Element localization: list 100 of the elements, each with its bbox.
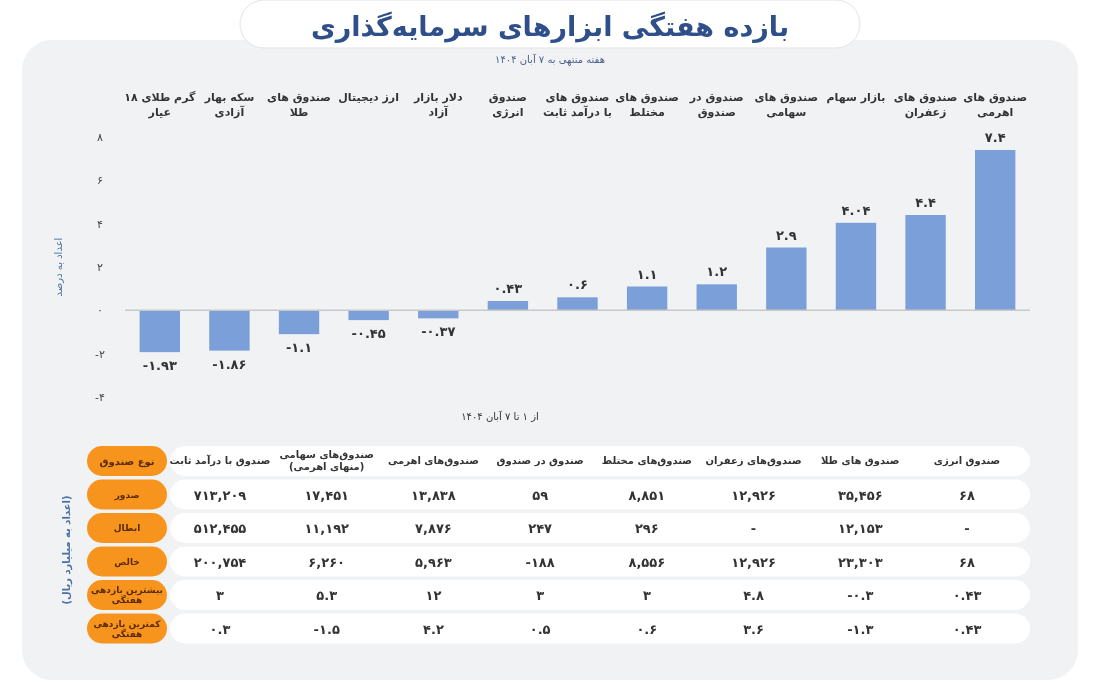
y-tick-label: ۲ (97, 261, 104, 274)
category-label: صندوق‌های مختلط (600, 454, 693, 469)
text: ۵۹ (532, 487, 549, 503)
x-tick-label: ارز دیجیتال (337, 90, 400, 105)
text: ۱۲,۹۲۶ (731, 554, 776, 570)
data-label: ۷.۴ (984, 130, 1006, 145)
y-axis-title: اعداد به درصد (53, 237, 64, 297)
category-label: صندوق‌های اهرمی (386, 454, 480, 469)
text: ۶,۲۶۰ (308, 554, 346, 570)
x-tick-label: بازار سهام (825, 90, 887, 105)
text: ۲۳,۳۰۳ (837, 554, 883, 570)
data-label: ۰.۴۳ (493, 281, 523, 297)
category-label: صندوق در صندوق (495, 454, 585, 469)
data-label: ۱.۱ (636, 266, 658, 282)
data-label: -۱.۹۳ (142, 358, 177, 374)
x-axis-title: از ۱ تا ۷ آبان ۱۴۰۴ (461, 410, 539, 422)
bar (626, 286, 668, 311)
x-tick-label: صندوق در صندوق (688, 90, 745, 120)
text: ۰.۶ (636, 621, 658, 637)
text: - (964, 521, 970, 536)
text: ۱۲,۹۲۶ (731, 487, 776, 503)
bar (487, 301, 529, 311)
category-label: صندوق با درآمد ثابت (168, 453, 272, 469)
text: - (750, 521, 757, 536)
chart-subtitle: هفته منتهی به ۷ آبان ۱۴۰۴ (495, 53, 605, 66)
text: ۳.۶ (743, 621, 764, 637)
category-label: ابطال (113, 523, 141, 533)
text: ۳ (536, 588, 545, 603)
text: -۰.۳ (847, 588, 874, 603)
bar (835, 222, 877, 311)
text: ۳ (642, 588, 651, 603)
category-label: خالص (114, 556, 140, 567)
data-label: -۱.۸۶ (212, 356, 247, 372)
data-label: ۱.۲ (706, 264, 728, 280)
text: ۷۱۳,۲۰۹ (193, 487, 247, 503)
y-tick-label: -۲ (95, 347, 106, 361)
x-tick-label: صندوق های زعفران (892, 90, 959, 120)
x-tick-label: صندوق های مختلط (614, 90, 680, 120)
text: ۲۰۰,۷۵۴ (193, 554, 247, 570)
text: ۰.۴۳ (952, 621, 982, 637)
category-label: بیشترین بازدهی هفتگی (91, 585, 163, 605)
text: ۰.۴۳ (952, 588, 982, 603)
data-label: ۴.۰۴ (841, 202, 871, 218)
bar (348, 310, 389, 321)
text: -۱.۳ (847, 621, 874, 637)
bar (766, 247, 807, 311)
text: ۵,۹۶۳ (415, 554, 452, 570)
bar (975, 150, 1016, 311)
text: ۲۴۷ (528, 521, 553, 536)
data-label: -۱.۱ (285, 340, 313, 356)
y-tick-label: ۶ (97, 174, 103, 188)
text: ۸,۸۵۱ (628, 487, 666, 503)
category-label: صدور (114, 489, 140, 500)
text: ۵.۳ (316, 588, 338, 603)
y-tick-label: -۴ (95, 391, 106, 404)
text: ۰.۵ (529, 621, 551, 637)
text: ۱۳,۸۳۸ (411, 487, 456, 503)
category-label: صندوق انرژی (932, 454, 1002, 469)
text: ۷,۸۷۶ (415, 521, 452, 536)
text: (اعداد به میلیارد ریال) (61, 495, 73, 605)
text: نوع صندوق (99, 456, 155, 468)
chart-title: بازده هفتگی ابزارهای سرمایه‌گذاری (310, 11, 790, 43)
text: ۱۲,۱۵۳ (837, 521, 883, 536)
bar (278, 310, 320, 335)
x-tick-label: صندوق های طلا (266, 90, 332, 120)
x-tick-label: صندوق انرژی (487, 90, 528, 120)
text: ۴.۸ (743, 588, 764, 603)
text: ۳۵,۴۵۶ (837, 487, 883, 503)
bar (139, 310, 180, 353)
text: ۸,۵۵۶ (628, 554, 666, 570)
category-label: صندوق های طلا (820, 454, 901, 469)
category-label: صندوق‌های زعفران (704, 454, 803, 469)
text: ۱۱,۱۹۲ (304, 521, 350, 536)
y-tick-label: ۸ (97, 131, 104, 144)
text: ۱۷,۴۵۱ (304, 487, 350, 503)
text: ۲۹۶ (634, 521, 659, 536)
bar (696, 284, 737, 311)
text: ۶۸ (959, 487, 975, 503)
data-label: ۰.۶ (567, 277, 588, 293)
x-tick-label: صندوق های با درآمد ثابت (542, 90, 613, 120)
text: -۱.۵ (313, 621, 340, 637)
category-label: صندوق‌های سهامی (منهای اهرمی) (279, 449, 374, 472)
x-tick-label: صندوق های سهامی (753, 90, 820, 120)
text: ۳ (216, 588, 224, 603)
x-tick-label: صندوق های اهرمی (962, 90, 1029, 120)
text: ۱۲ (425, 588, 442, 603)
bar (209, 310, 250, 351)
y-tick-label: ۰ (97, 304, 103, 318)
data-label: -۰.۴۵ (351, 326, 386, 342)
x-tick-label: دلار بازار آزاد (412, 90, 464, 120)
x-tick-label: گرم طلای ۱۸ عیار (123, 90, 196, 120)
bar (557, 297, 598, 311)
y-tick-label: ۴ (97, 217, 104, 231)
bar (905, 215, 946, 311)
data-label: -۰.۳۷ (421, 324, 456, 340)
category-label: کمترین بازدهی هفتگی (93, 618, 161, 639)
x-tick-label: سکه بهار آزادی (203, 90, 256, 120)
text: -۱۸۸ (525, 554, 555, 570)
text: ۰.۳ (209, 621, 231, 637)
data-label: ۲.۹ (775, 227, 797, 243)
